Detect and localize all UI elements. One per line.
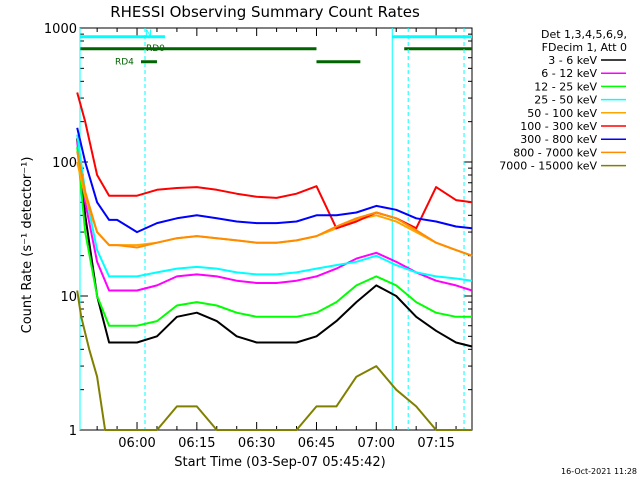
x-tick-label: 06:00 (118, 436, 155, 451)
legend-entry-label: 25 - 50 keV (534, 94, 597, 107)
legend-entry-label: 6 - 12 keV (541, 67, 597, 80)
y-axis-label: Count Rate (s⁻¹ detector⁻¹) (20, 157, 35, 334)
series-line (76, 138, 473, 348)
chart-title: RHESSI Observing Summary Count Rates (110, 3, 420, 21)
x-tick-label: 06:45 (298, 436, 335, 451)
legend-entry-label: 100 - 300 keV (520, 120, 597, 133)
legend-entry-label: 50 - 100 keV (527, 107, 597, 120)
legend-entry-label: 800 - 7000 keV (513, 146, 597, 159)
x-tick-label: 07:00 (358, 436, 395, 451)
legend-entry-label: 12 - 25 keV (534, 80, 597, 93)
legend-entry-label: 7000 - 15000 keV (499, 160, 597, 173)
y-tick-label: 1000 (44, 22, 77, 37)
series-line (76, 92, 473, 230)
x-tick-label: 06:30 (238, 436, 275, 451)
series-line (76, 161, 473, 257)
series-line (76, 290, 472, 431)
legend: Det 1,3,4,5,6,9,FDecim 1, Att 03 - 6 keV… (499, 28, 627, 173)
timestamp: 16-Oct-2021 11:28 (561, 467, 637, 476)
x-tick-label: 07:15 (417, 436, 454, 451)
series-line (76, 151, 473, 257)
legend-entry-label: 3 - 6 keV (548, 54, 597, 67)
legend-header: FDecim 1, Att 0 (542, 41, 627, 54)
series-line (76, 142, 473, 292)
flag-label: N (145, 29, 152, 39)
y-tick-label: 100 (52, 156, 77, 171)
series-line (76, 146, 472, 327)
flag-label: RD4 (115, 58, 134, 68)
y-tick-label: 1 (69, 424, 77, 439)
x-axis-label: Start Time (03-Sep-07 05:45:42) (174, 455, 385, 470)
x-tick-label: 06:15 (178, 436, 215, 451)
annotation-vertical-lines (79, 28, 465, 430)
legend-entry-label: 300 - 800 keV (520, 133, 597, 146)
y-tick-label: 10 (60, 290, 77, 305)
legend-header: Det 1,3,4,5,6,9, (541, 28, 627, 41)
series-line (76, 134, 473, 282)
annotation-flags: N RD0 RD4 (80, 29, 472, 68)
flag-label: RD0 (146, 44, 165, 54)
series-lines (76, 92, 473, 431)
tick-labels: 1 10 100 1000 06:00 06:15 06:30 06:45 07:00 07:15 (44, 22, 455, 451)
series-line (76, 127, 473, 234)
